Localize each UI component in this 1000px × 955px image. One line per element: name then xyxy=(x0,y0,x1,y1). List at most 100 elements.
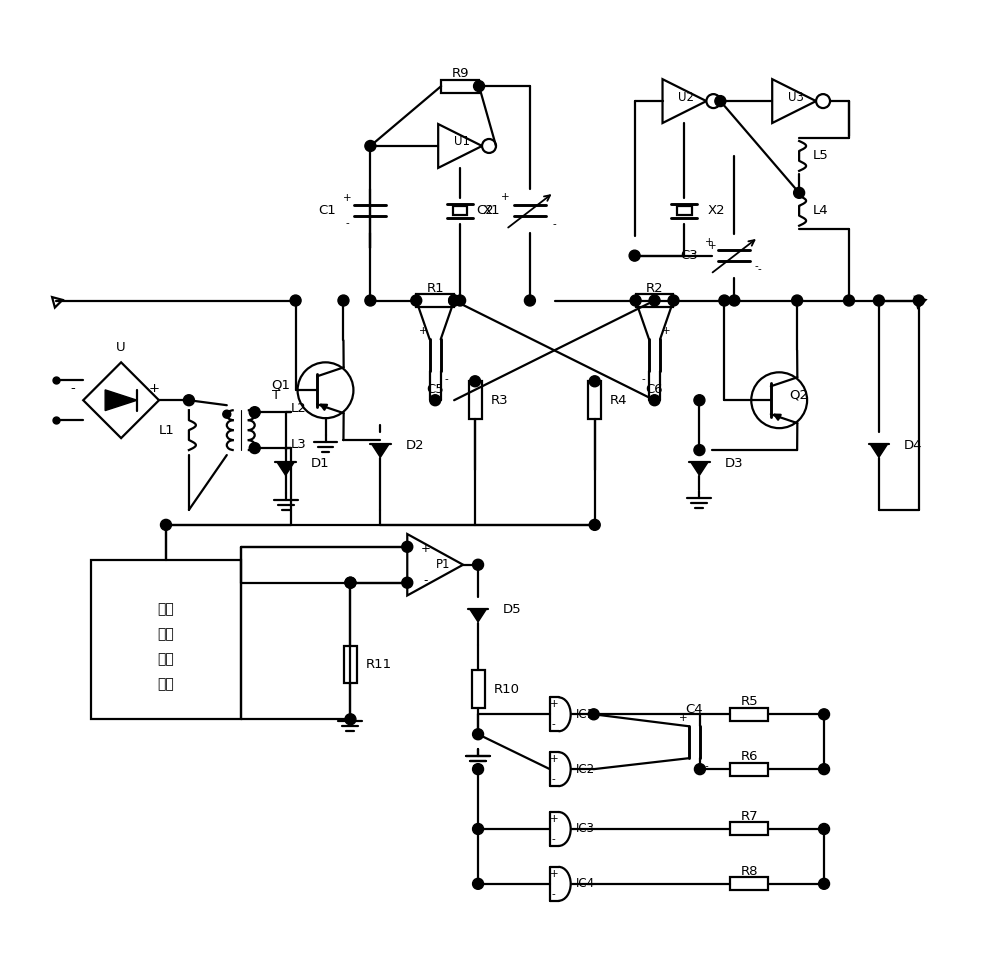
Text: R9: R9 xyxy=(451,67,469,80)
Bar xyxy=(677,206,692,215)
Circle shape xyxy=(365,295,376,306)
Text: +: + xyxy=(550,699,558,710)
Bar xyxy=(91,560,241,719)
Bar xyxy=(730,822,768,836)
Circle shape xyxy=(843,295,854,306)
Circle shape xyxy=(589,520,600,530)
Text: -: - xyxy=(552,889,556,899)
Text: P1: P1 xyxy=(436,559,450,571)
Circle shape xyxy=(290,295,301,306)
Polygon shape xyxy=(470,609,486,622)
Text: 放大: 放大 xyxy=(158,652,174,667)
Text: X2: X2 xyxy=(707,204,725,218)
Circle shape xyxy=(719,295,730,306)
Circle shape xyxy=(819,879,830,889)
Circle shape xyxy=(473,879,484,889)
Polygon shape xyxy=(870,444,887,457)
Text: +: + xyxy=(148,382,159,394)
Text: R5: R5 xyxy=(740,695,758,709)
Text: C6: C6 xyxy=(646,383,663,396)
Text: +: + xyxy=(420,542,430,555)
Circle shape xyxy=(819,709,830,720)
Circle shape xyxy=(729,295,740,306)
Text: X1: X1 xyxy=(483,204,501,218)
Text: U2: U2 xyxy=(678,91,694,103)
Text: L3: L3 xyxy=(291,437,306,451)
Circle shape xyxy=(694,445,705,456)
Text: C1: C1 xyxy=(319,204,336,218)
Polygon shape xyxy=(372,444,389,457)
Text: -: - xyxy=(641,374,645,384)
Circle shape xyxy=(160,520,171,530)
Text: +: + xyxy=(662,327,670,336)
Circle shape xyxy=(794,187,805,199)
Circle shape xyxy=(694,394,705,406)
Circle shape xyxy=(694,764,705,775)
Text: +: + xyxy=(708,241,717,250)
Bar xyxy=(730,763,768,775)
Text: R7: R7 xyxy=(740,810,758,823)
Text: IC1: IC1 xyxy=(576,708,595,721)
Circle shape xyxy=(629,250,640,261)
Text: IC3: IC3 xyxy=(576,822,595,836)
Text: 电路: 电路 xyxy=(158,677,174,691)
Circle shape xyxy=(402,577,413,588)
Text: R8: R8 xyxy=(741,865,758,878)
Text: +: + xyxy=(679,713,687,723)
Text: -: - xyxy=(445,374,449,384)
Text: -: - xyxy=(552,719,556,730)
Circle shape xyxy=(249,442,260,454)
Circle shape xyxy=(630,295,641,306)
Text: D1: D1 xyxy=(311,456,329,470)
Circle shape xyxy=(819,823,830,835)
Circle shape xyxy=(473,764,484,775)
Circle shape xyxy=(473,823,484,835)
Text: IC4: IC4 xyxy=(576,878,595,890)
Text: D4: D4 xyxy=(904,438,922,452)
Text: -: - xyxy=(553,220,557,229)
Circle shape xyxy=(668,295,679,306)
Polygon shape xyxy=(105,390,137,411)
Bar xyxy=(636,294,673,307)
Circle shape xyxy=(345,577,356,588)
Circle shape xyxy=(223,411,231,418)
Text: +: + xyxy=(343,193,352,203)
Circle shape xyxy=(402,541,413,552)
Circle shape xyxy=(873,295,884,306)
Bar xyxy=(344,646,357,684)
Circle shape xyxy=(338,295,349,306)
Bar xyxy=(453,206,467,215)
Text: R1: R1 xyxy=(426,282,444,294)
Text: -: - xyxy=(346,219,349,228)
Text: L2: L2 xyxy=(291,402,306,414)
Text: R11: R11 xyxy=(366,658,392,671)
Text: Q2: Q2 xyxy=(789,389,808,402)
Text: 保护: 保护 xyxy=(158,627,174,642)
Circle shape xyxy=(588,709,599,720)
Text: R6: R6 xyxy=(741,751,758,763)
Text: D3: D3 xyxy=(724,456,743,470)
Text: -: - xyxy=(423,574,427,587)
Text: R2: R2 xyxy=(646,282,663,294)
Circle shape xyxy=(183,394,194,406)
Circle shape xyxy=(819,764,830,775)
Text: IC2: IC2 xyxy=(576,763,595,775)
Text: C3: C3 xyxy=(681,249,698,262)
Circle shape xyxy=(365,140,376,152)
Bar xyxy=(730,708,768,721)
Text: 逻辑: 逻辑 xyxy=(158,603,174,617)
Text: C2: C2 xyxy=(476,204,494,218)
Circle shape xyxy=(649,394,660,406)
Text: U1: U1 xyxy=(454,136,470,148)
Text: C5: C5 xyxy=(426,383,444,396)
Circle shape xyxy=(449,295,460,306)
Text: +: + xyxy=(705,237,714,247)
Text: Q1: Q1 xyxy=(272,379,291,392)
Bar xyxy=(472,670,485,709)
Circle shape xyxy=(430,394,441,406)
Text: D5: D5 xyxy=(503,604,522,616)
Bar xyxy=(588,381,601,419)
Text: C4: C4 xyxy=(686,703,703,716)
Text: -: - xyxy=(552,775,556,784)
Text: R3: R3 xyxy=(491,393,508,407)
